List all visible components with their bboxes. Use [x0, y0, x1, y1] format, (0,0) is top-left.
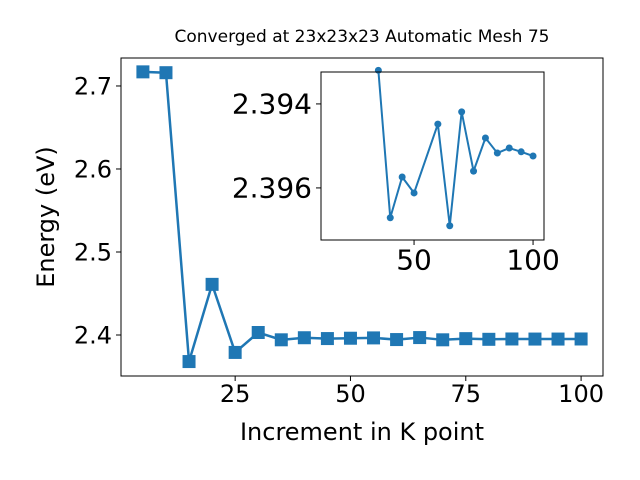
marker [413, 331, 427, 345]
marker [458, 108, 466, 116]
y-tick-label: 2.396 [232, 172, 312, 205]
marker [528, 332, 542, 346]
marker [390, 333, 404, 347]
x-tick-label: 100 [506, 243, 559, 276]
marker [343, 331, 357, 345]
y-tick-label: 2.5 [74, 238, 112, 266]
marker [470, 167, 478, 175]
marker [446, 222, 454, 230]
x-tick-label: 25 [220, 380, 251, 408]
plot-frame [320, 71, 545, 241]
y-axis-label: Energy (eV) [32, 146, 60, 288]
marker [159, 66, 173, 80]
plot-frame [120, 57, 604, 377]
marker [374, 66, 382, 74]
marker [517, 148, 525, 156]
marker [320, 332, 334, 346]
marker [505, 332, 519, 346]
marker [493, 149, 501, 157]
marker [434, 120, 442, 128]
marker [410, 189, 418, 197]
marker [205, 277, 219, 291]
marker [386, 214, 394, 222]
y-tick-label: 2.6 [74, 155, 112, 183]
marker [459, 332, 473, 346]
marker [551, 332, 565, 346]
y-tick-label: 2.394 [232, 88, 312, 121]
x-tick-label: 50 [396, 243, 432, 276]
x-axis-label: Increment in K point [240, 418, 484, 446]
marker [398, 173, 406, 181]
marker [251, 326, 265, 340]
marker [297, 331, 311, 345]
marker [274, 333, 288, 347]
marker [228, 345, 242, 359]
x-tick-label: 75 [451, 380, 482, 408]
x-tick-label: 50 [335, 380, 366, 408]
x-tick-label: 100 [558, 380, 604, 408]
marker [367, 331, 381, 345]
marker [529, 152, 537, 160]
y-tick-label: 2.4 [74, 321, 112, 349]
chart-title: Converged at 23x23x23 Automatic Mesh 75 [175, 27, 550, 47]
marker [482, 332, 496, 346]
marker [574, 332, 588, 346]
marker [136, 65, 150, 79]
marker [436, 333, 450, 347]
y-tick-label: 2.7 [74, 72, 112, 100]
marker [505, 144, 513, 152]
marker [481, 134, 489, 142]
plot-area [321, 72, 544, 240]
marker [182, 355, 196, 369]
